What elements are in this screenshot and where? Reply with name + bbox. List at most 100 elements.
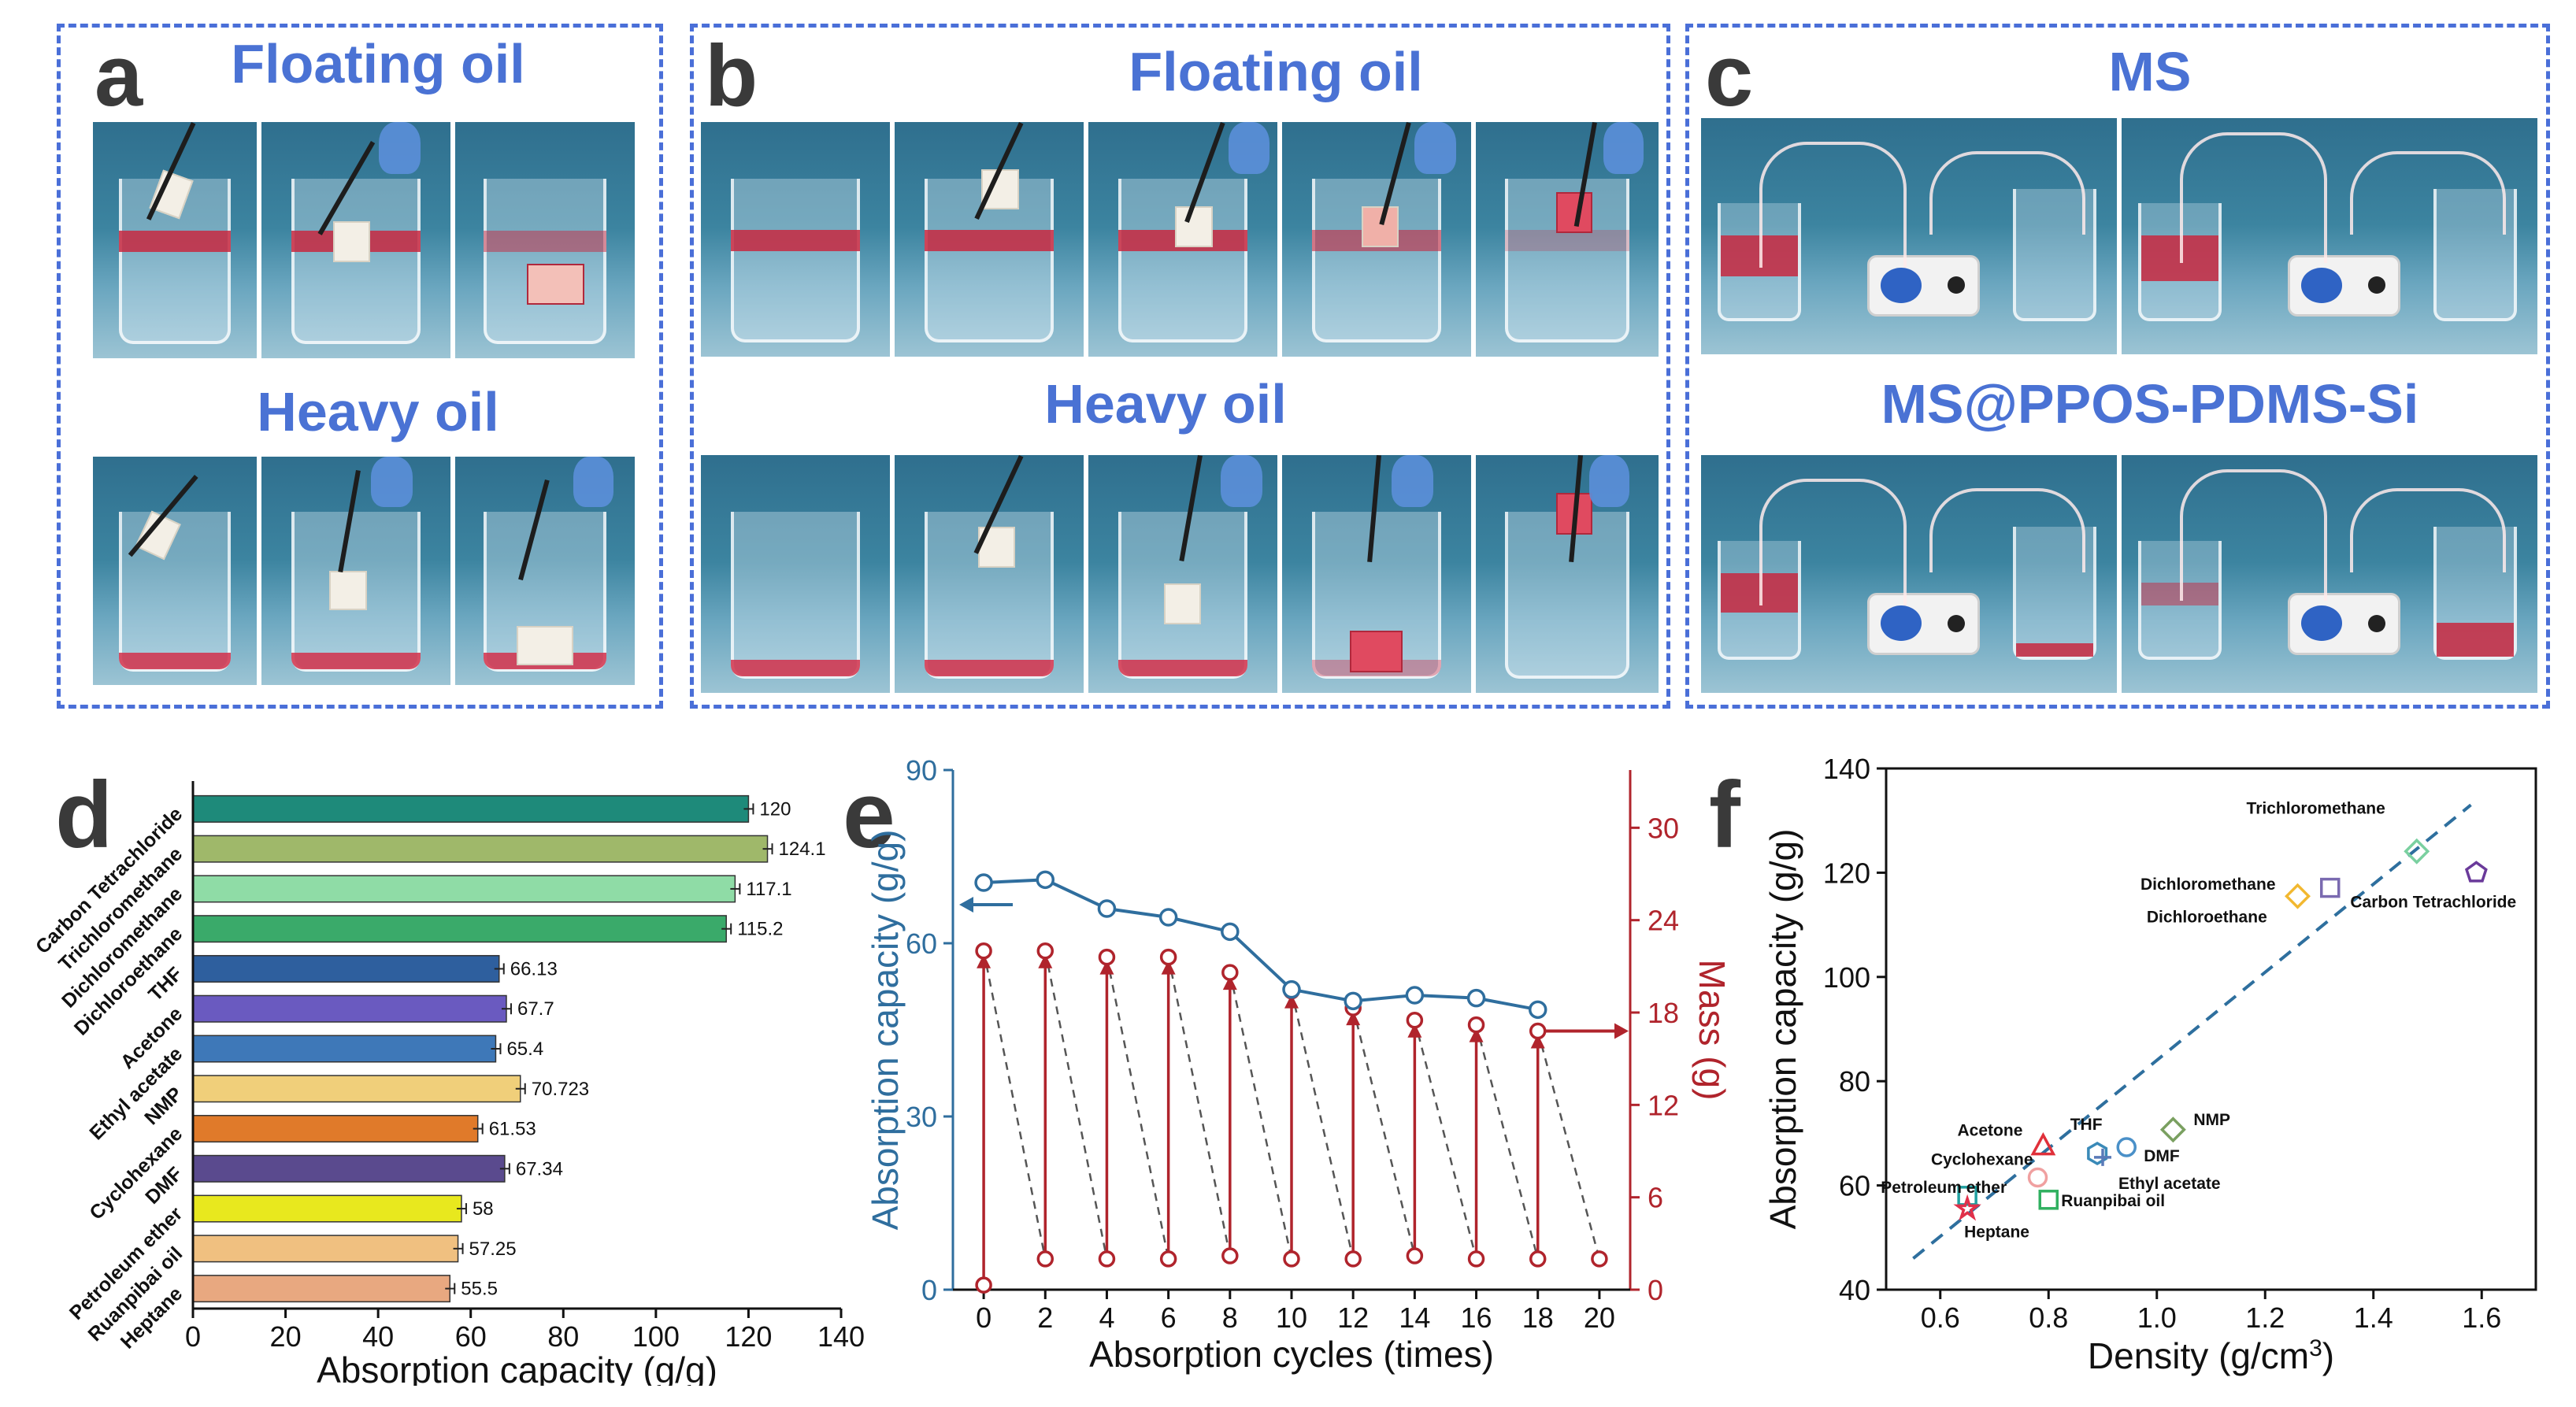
squeeze-line	[1475, 1024, 1539, 1260]
value-label-cyclohexane: 61.53	[489, 1119, 536, 1140]
left-tick-label: 90	[906, 754, 937, 787]
marker-nmp	[2159, 1116, 2186, 1143]
mass-squeezed-point	[1098, 1250, 1116, 1268]
bar-nmp	[192, 1075, 521, 1103]
mass-squeezed-point	[1159, 1250, 1177, 1268]
point-label-trichloromethane: Trichloromethane	[2247, 799, 2385, 817]
panel-b-frame	[690, 24, 1670, 709]
x-tick-label: 10	[1276, 1301, 1307, 1334]
mass-saturated-point	[1159, 948, 1177, 966]
y-tick-label: 100	[1823, 961, 1870, 994]
x-tick-label: 1.4	[2354, 1301, 2393, 1334]
photo-b-top-1	[701, 122, 890, 357]
absorb-arrow-head	[1038, 953, 1053, 968]
right-tick-label: 12	[1648, 1089, 1679, 1121]
y-tick-label: 80	[1839, 1065, 1870, 1098]
x-tick-label: 0	[185, 1320, 201, 1353]
panel-e-letter: e	[843, 762, 895, 868]
x-tick-label: 0	[976, 1301, 991, 1334]
y-tick-label: 140	[1823, 753, 1870, 785]
panel-b-bottom-title: Heavy oil	[1044, 373, 1287, 435]
bar-trichloromethane	[192, 835, 769, 863]
capacity-point	[1344, 991, 1362, 1011]
right-tick-label: 18	[1648, 997, 1679, 1029]
x-tick-label: 1.2	[2245, 1301, 2285, 1334]
panel-c-letter: c	[1705, 28, 1754, 124]
point-label-ruanpibai-oil: Ruanpibai oil	[2061, 1192, 2165, 1210]
point-label-cyclohexane: Cyclohexane	[1931, 1150, 2033, 1168]
chart-f: 0.6 0.8 1.0 1.2 1.4 1.6 40 60 80 100 120 140 Density…	[1762, 753, 2537, 1376]
point-label-petroleum-ether: Petroleum ether	[1881, 1179, 2007, 1197]
mass-squeezed-point	[1036, 1250, 1054, 1268]
x-tick-label: 4	[1099, 1301, 1114, 1334]
y-tick-label: 120	[1823, 857, 1870, 889]
squeeze-line	[1414, 1020, 1477, 1260]
panel-c-top-title: MS	[2108, 41, 2192, 102]
absorb-arrow-head	[1161, 960, 1176, 975]
panel-d-letter: d	[55, 762, 113, 868]
right-tick-label: 24	[1648, 905, 1679, 937]
panel-c-frame	[1685, 24, 2550, 709]
x-tick-label: 18	[1522, 1301, 1554, 1334]
plot-frame	[1885, 767, 2537, 1291]
capacity-point	[1405, 986, 1425, 1005]
bar-thf	[192, 954, 500, 983]
x-tick-label: 6	[1161, 1301, 1177, 1334]
mass-saturated-point	[1529, 1022, 1547, 1040]
mass-saturated-point	[975, 942, 992, 960]
mass-squeezed-point	[1283, 1250, 1300, 1268]
panel-a-frame	[57, 24, 663, 709]
squeeze-line	[1167, 957, 1232, 1257]
photo-b-bottom-5	[1476, 455, 1659, 693]
point-label-ethyl-acetate: Ethyl acetate	[2118, 1175, 2221, 1193]
bar-dmf	[192, 1154, 506, 1183]
value-label-carbon-tetrachloride: 120	[759, 798, 791, 820]
panel-f-letter: f	[1709, 762, 1740, 868]
point-label-heptane: Heptane	[1964, 1223, 2029, 1241]
x-tick-label: 20	[270, 1320, 302, 1353]
squeeze-line	[982, 950, 1047, 1260]
marker-dichloromethane	[2285, 883, 2311, 909]
x-tick-label: 60	[455, 1320, 487, 1353]
mass-saturated-point	[1221, 964, 1239, 981]
x-tick-label: 1.6	[2462, 1301, 2501, 1334]
absorb-arrow-head	[1407, 1023, 1422, 1038]
value-label-dichloroethane: 115.2	[737, 919, 783, 940]
mass-saturated-point	[1467, 1016, 1485, 1034]
mass-squeezed-point	[1406, 1247, 1424, 1264]
x-tick-label: 0.8	[2029, 1301, 2068, 1334]
photo-c-bottom-1	[1701, 455, 2117, 693]
photo-a-top-2	[261, 122, 450, 358]
capacity-point	[1158, 908, 1178, 927]
marker-dichloroethane	[2320, 877, 2341, 898]
value-label-petroleum-ether: 58	[473, 1198, 494, 1220]
x-axis-label-superscript: 3	[2309, 1335, 2322, 1361]
squeeze-line	[1106, 957, 1169, 1260]
point-label-carbon-tetrachloride: Carbon Tetrachloride	[2350, 893, 2516, 911]
photo-b-top-2	[895, 122, 1084, 357]
squeeze-line	[1536, 1031, 1601, 1260]
absorb-arrow-head	[1222, 976, 1237, 990]
capacity-point	[1528, 1000, 1547, 1020]
capacity-axis-arrow-head	[959, 897, 973, 913]
mass-axis-arrow-head	[1614, 1023, 1629, 1039]
photo-a-bottom-2	[261, 457, 450, 685]
x-axis-label: Absorption cycles (times)	[1089, 1334, 1494, 1375]
x-axis-label: Absorption capacity (g/g)	[317, 1350, 717, 1386]
point-label-dichloromethane: Dichloromethane	[2140, 876, 2276, 894]
left-tick-label: 30	[906, 1101, 937, 1133]
mass-squeezed-point	[975, 1276, 992, 1294]
point-label-thf: THF	[2070, 1116, 2103, 1134]
photo-b-top-3	[1088, 122, 1277, 357]
marker-cyclohexane	[2027, 1167, 2048, 1188]
capacity-point	[974, 873, 993, 892]
mass-squeezed-point	[1467, 1250, 1485, 1268]
bar-acetone	[192, 994, 507, 1023]
y-axis-label: Absorption capacity (g/g)	[1762, 829, 1803, 1230]
x-tick-label: 16	[1461, 1301, 1492, 1334]
x-tick-label: 120	[725, 1320, 772, 1353]
fit-line	[1912, 803, 2472, 1260]
right-tick-label: 30	[1648, 812, 1679, 844]
right-tick-label: 0	[1648, 1274, 1663, 1306]
bar-ruanpibai-oil	[192, 1235, 459, 1263]
